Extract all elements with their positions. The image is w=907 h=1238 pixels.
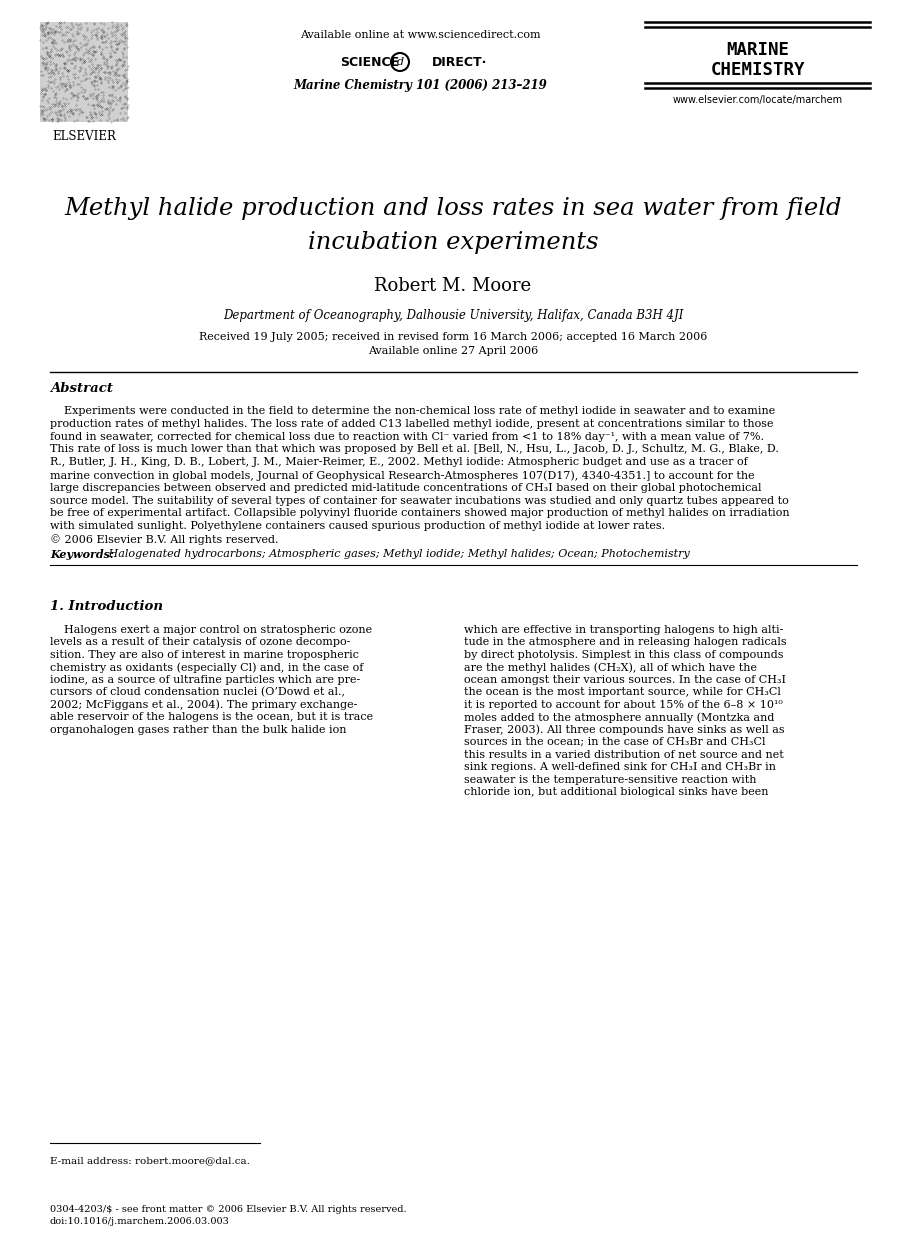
Text: MARINE: MARINE xyxy=(726,41,789,59)
Text: found in seawater, corrected for chemical loss due to reaction with Cl⁻ varied f: found in seawater, corrected for chemica… xyxy=(50,432,764,442)
Text: Available online 27 April 2006: Available online 27 April 2006 xyxy=(368,345,538,357)
Text: Robert M. Moore: Robert M. Moore xyxy=(375,277,532,295)
Bar xyxy=(40,22,128,123)
Text: be free of experimental artifact. Collapsible polyvinyl fluoride containers show: be free of experimental artifact. Collap… xyxy=(50,509,790,519)
Text: by direct photolysis. Simplest in this class of compounds: by direct photolysis. Simplest in this c… xyxy=(464,650,784,660)
Text: moles added to the atmosphere annually (Montzka and: moles added to the atmosphere annually (… xyxy=(464,712,775,723)
Text: it is reported to account for about 15% of the 6–8 × 10¹⁰: it is reported to account for about 15% … xyxy=(464,699,783,709)
Text: ELSEVIER: ELSEVIER xyxy=(52,130,116,142)
Text: Department of Oceanography, Dalhousie University, Halifax, Canada B3H 4JI: Department of Oceanography, Dalhousie Un… xyxy=(223,308,683,322)
Text: incubation experiments: incubation experiments xyxy=(307,232,599,255)
Text: iodine, as a source of ultrafine particles which are pre-: iodine, as a source of ultrafine particl… xyxy=(50,675,360,685)
Text: R., Butler, J. H., King, D. B., Lobert, J. M., Maier-Reimer, E., 2002. Methyl io: R., Butler, J. H., King, D. B., Lobert, … xyxy=(50,457,747,467)
Text: doi:10.1016/j.marchem.2006.03.003: doi:10.1016/j.marchem.2006.03.003 xyxy=(50,1217,229,1226)
Text: E-mail address: robert.moore@dal.ca.: E-mail address: robert.moore@dal.ca. xyxy=(50,1156,249,1165)
Text: this results in a varied distribution of net source and net: this results in a varied distribution of… xyxy=(464,750,784,760)
Text: Experiments were conducted in the field to determine the non-chemical loss rate : Experiments were conducted in the field … xyxy=(50,406,775,416)
Text: www.elsevier.com/locate/marchem: www.elsevier.com/locate/marchem xyxy=(672,95,843,105)
Text: source model. The suitability of several types of container for seawater incubat: source model. The suitability of several… xyxy=(50,495,789,505)
Text: Available online at www.sciencedirect.com: Available online at www.sciencedirect.co… xyxy=(299,30,541,40)
Text: organohalogen gases rather than the bulk halide ion: organohalogen gases rather than the bulk… xyxy=(50,724,346,735)
Text: which are effective in transporting halogens to high alti-: which are effective in transporting halo… xyxy=(464,625,784,635)
Text: 0304-4203/$ - see front matter © 2006 Elsevier B.V. All rights reserved.: 0304-4203/$ - see front matter © 2006 El… xyxy=(50,1205,406,1214)
Text: cursors of cloud condensation nuclei (O’Dowd et al.,: cursors of cloud condensation nuclei (O’… xyxy=(50,687,345,698)
Text: Abstract: Abstract xyxy=(50,381,113,395)
Text: Fraser, 2003). All three compounds have sinks as well as: Fraser, 2003). All three compounds have … xyxy=(464,724,785,735)
Text: Keywords:: Keywords: xyxy=(50,548,114,560)
Text: sition. They are also of interest in marine tropospheric: sition. They are also of interest in mar… xyxy=(50,650,359,660)
Text: marine convection in global models, Journal of Geophysical Research-Atmospheres : marine convection in global models, Jour… xyxy=(50,470,755,480)
Text: Received 19 July 2005; received in revised form 16 March 2006; accepted 16 March: Received 19 July 2005; received in revis… xyxy=(199,332,707,342)
Text: chloride ion, but additional biological sinks have been: chloride ion, but additional biological … xyxy=(464,787,768,797)
Text: SCIENCE: SCIENCE xyxy=(340,56,400,68)
Text: tude in the atmosphere and in releasing halogen radicals: tude in the atmosphere and in releasing … xyxy=(464,638,786,647)
Text: the ocean is the most important source, while for CH₃Cl: the ocean is the most important source, … xyxy=(464,687,781,697)
Text: CHEMISTRY: CHEMISTRY xyxy=(710,61,805,79)
Text: 1. Introduction: 1. Introduction xyxy=(50,599,163,613)
Text: seawater is the temperature-sensitive reaction with: seawater is the temperature-sensitive re… xyxy=(464,775,756,785)
Text: sources in the ocean; in the case of CH₃Br and CH₃Cl: sources in the ocean; in the case of CH₃… xyxy=(464,738,766,748)
Text: Marine Chemistry 101 (2006) 213–219: Marine Chemistry 101 (2006) 213–219 xyxy=(293,79,547,93)
Text: This rate of loss is much lower than that which was proposed by Bell et al. [Bel: This rate of loss is much lower than tha… xyxy=(50,444,779,454)
Text: Methyl halide production and loss rates in sea water from field: Methyl halide production and loss rates … xyxy=(64,197,842,219)
Text: d: d xyxy=(396,57,404,67)
Text: Halogenated hydrocarbons; Atmospheric gases; Methyl iodide; Methyl halides; Ocea: Halogenated hydrocarbons; Atmospheric ga… xyxy=(105,548,689,558)
Text: © 2006 Elsevier B.V. All rights reserved.: © 2006 Elsevier B.V. All rights reserved… xyxy=(50,534,278,545)
Text: chemistry as oxidants (especially Cl) and, in the case of: chemistry as oxidants (especially Cl) an… xyxy=(50,662,364,673)
Text: levels as a result of their catalysis of ozone decompo-: levels as a result of their catalysis of… xyxy=(50,638,350,647)
Text: 2002; McFiggans et al., 2004). The primary exchange-: 2002; McFiggans et al., 2004). The prima… xyxy=(50,699,357,711)
Text: are the methyl halides (CH₂X), all of which have the: are the methyl halides (CH₂X), all of wh… xyxy=(464,662,757,673)
Text: with simulated sunlight. Polyethylene containers caused spurious production of m: with simulated sunlight. Polyethylene co… xyxy=(50,521,665,531)
Text: DIRECT·: DIRECT· xyxy=(432,56,487,68)
Text: production rates of methyl halides. The loss rate of added C13 labelled methyl i: production rates of methyl halides. The … xyxy=(50,418,774,428)
Text: Halogens exert a major control on stratospheric ozone: Halogens exert a major control on strato… xyxy=(50,625,372,635)
Text: sink regions. A well-defined sink for CH₃I and CH₃Br in: sink regions. A well-defined sink for CH… xyxy=(464,763,776,773)
Text: large discrepancies between observed and predicted mid-latitude concentrations o: large discrepancies between observed and… xyxy=(50,483,762,493)
Text: ocean amongst their various sources. In the case of CH₃I: ocean amongst their various sources. In … xyxy=(464,675,786,685)
Text: able reservoir of the halogens is the ocean, but it is trace: able reservoir of the halogens is the oc… xyxy=(50,712,373,722)
